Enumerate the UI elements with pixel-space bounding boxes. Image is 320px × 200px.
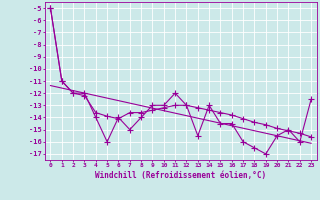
X-axis label: Windchill (Refroidissement éolien,°C): Windchill (Refroidissement éolien,°C) — [95, 171, 266, 180]
